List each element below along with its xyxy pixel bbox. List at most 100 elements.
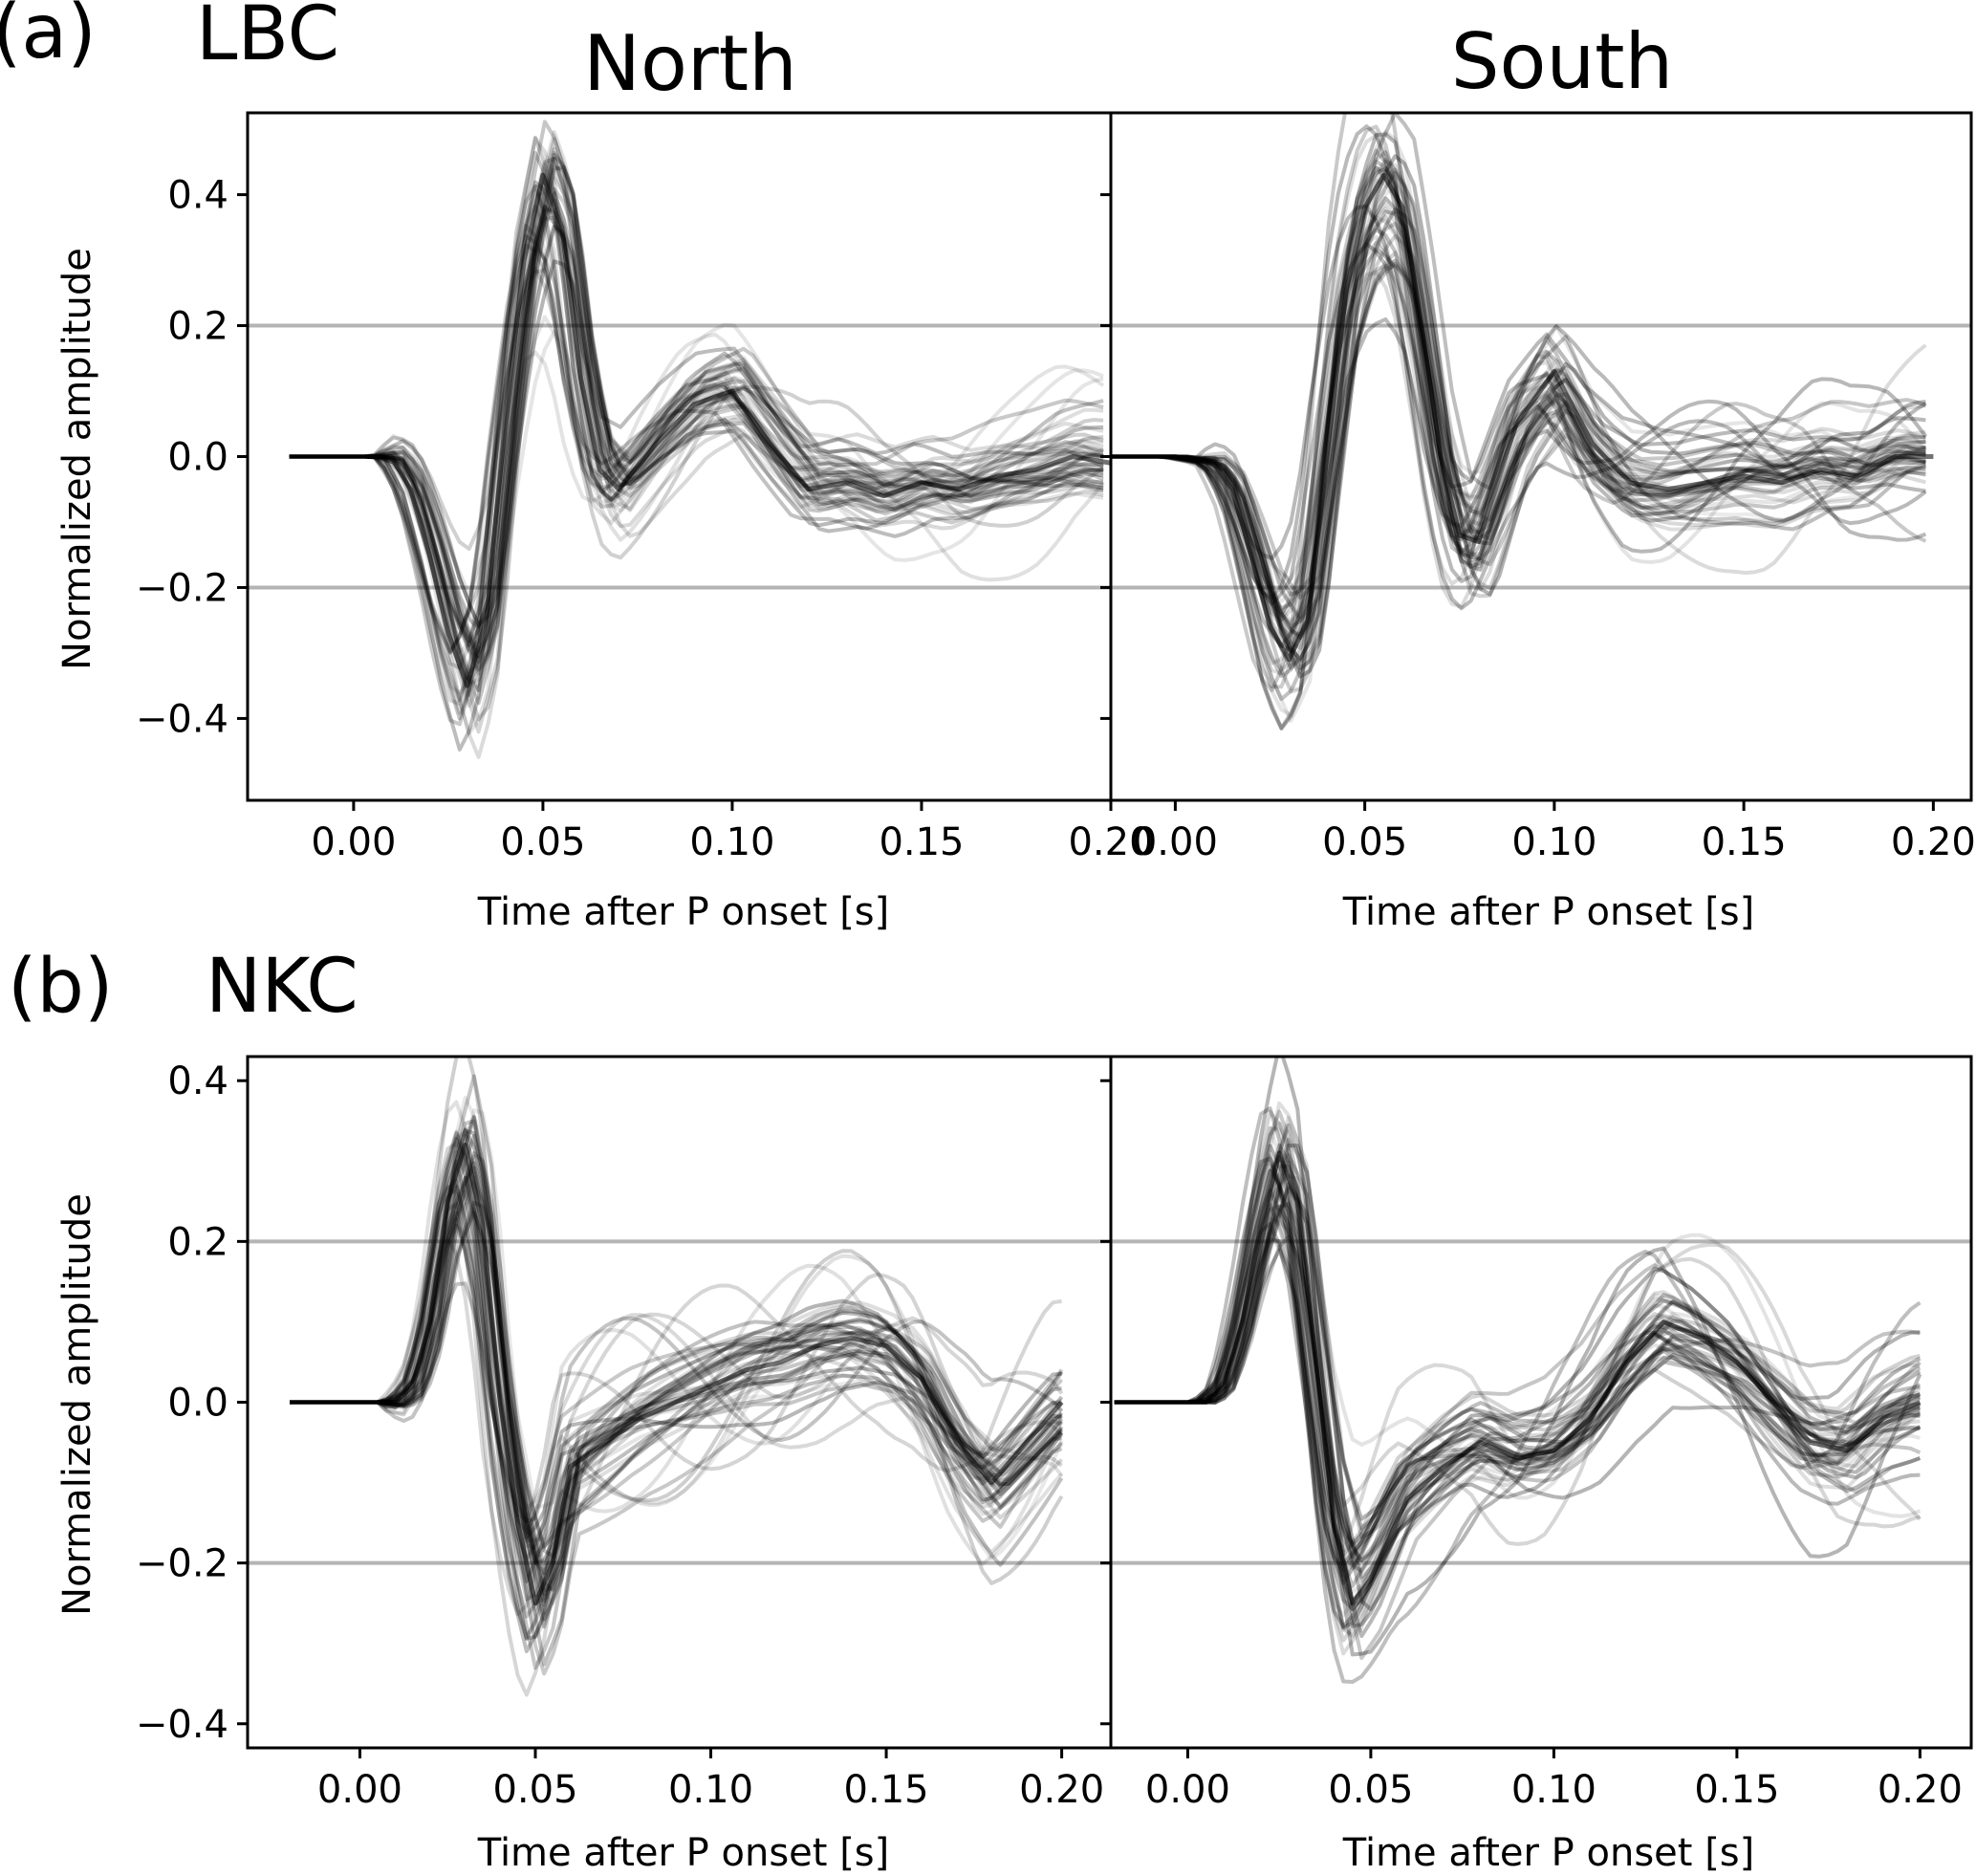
x-tick-label: 0.05 — [1328, 1768, 1413, 1812]
waveform-trace — [1111, 171, 1926, 620]
waveform-trace — [289, 205, 1104, 647]
waveform-trace — [1114, 1221, 1921, 1572]
station-label-lbc: LBC — [196, 0, 339, 77]
x-tick-label: 0.05 — [500, 820, 585, 864]
waveform-trace — [289, 243, 1104, 654]
waveform-trace — [289, 234, 1104, 655]
waveform-trace — [289, 215, 1104, 652]
panel-lbc-south: 0.00 0.05 0.10 0.15 0.20 — [1100, 111, 1976, 864]
waveform-trace — [290, 1157, 1064, 1566]
waveform-trace — [1111, 207, 1926, 581]
ylabel-top: Normalized amplitude — [55, 248, 99, 670]
waveform-trace — [1114, 1163, 1922, 1553]
waveform-trace — [289, 267, 1104, 670]
waveform-trace — [1111, 196, 1926, 670]
waveform-trace — [289, 157, 1104, 734]
waveform-trace — [290, 1095, 1064, 1561]
waveform-trace — [1111, 263, 1926, 625]
waveform-trace — [1111, 202, 1927, 644]
waveform-trace — [1114, 1173, 1922, 1518]
station-label-nkc: NKC — [206, 944, 358, 1030]
waveform-trace — [1111, 124, 1927, 600]
waveform-trace — [289, 186, 1104, 664]
x-tick-label: 0.15 — [879, 820, 964, 864]
waveform-trace — [289, 137, 1104, 659]
waveform-trace — [1111, 148, 1926, 731]
column-title-north: North — [583, 19, 797, 108]
waveform-trace — [289, 259, 1104, 627]
waveform-trace — [290, 1159, 1062, 1583]
x-tick-label: 0.20 — [1878, 1768, 1963, 1812]
waveform-trace — [1114, 1208, 1922, 1588]
waveform-trace — [1114, 1109, 1922, 1605]
x-tick-label: 0.00 — [311, 820, 396, 864]
waveform-trace — [290, 1181, 1063, 1593]
ylabel-bottom: Normalized amplitude — [55, 1193, 99, 1616]
panel-letter-b: (b) — [8, 944, 113, 1030]
x-tick-label: 0.20 — [1019, 1768, 1104, 1812]
waveform-trace — [1111, 221, 1926, 661]
waveform-trace — [1111, 170, 1926, 665]
waveform-trace — [1114, 1144, 1921, 1566]
waveform-trace — [289, 136, 1104, 702]
waveform-trace — [290, 1202, 1063, 1535]
waveform-trace — [1111, 258, 1926, 641]
y-tick-label: 0.4 — [167, 1059, 228, 1103]
y-tick-label: 0.0 — [167, 1382, 228, 1426]
waveform-trace — [290, 1149, 1063, 1602]
waveform-trace — [1111, 251, 1926, 674]
waveform-trace — [1114, 1182, 1922, 1531]
waveform-trace — [289, 136, 1104, 715]
x-tick-label: 0.20 — [1068, 820, 1153, 864]
waveform-trace — [1114, 1161, 1921, 1618]
y-tick-label: 0.4 — [167, 174, 228, 218]
waveform-trace — [1114, 1168, 1921, 1630]
panel-nkc-north: 0.00 0.05 0.10 0.15 0.20 −0.4 −0.2 0.0 0.2 0.4 — [136, 1055, 1113, 1812]
y-tick-label: −0.4 — [136, 697, 228, 741]
waveform-trace — [290, 1151, 1064, 1592]
waveform-trace — [290, 1129, 1064, 1566]
x-tick-label: 0.15 — [1694, 1768, 1779, 1812]
waveform-trace — [289, 162, 1105, 598]
x-tick-label: 0.10 — [1511, 1768, 1596, 1812]
waveform-trace — [289, 315, 1104, 684]
y-tick-label: 0.0 — [167, 436, 228, 480]
waveform-trace — [1114, 1202, 1921, 1563]
x-tick-label: 0.10 — [689, 820, 774, 864]
waveform-trace — [290, 1202, 1064, 1612]
waveform-trace — [1114, 1203, 1922, 1585]
waveform-trace — [290, 1057, 1064, 1585]
plot-area — [248, 120, 1111, 759]
waveform-trace — [290, 1134, 1064, 1622]
x-tick-label: 0.05 — [492, 1768, 577, 1812]
waveform-trace — [1111, 124, 1926, 689]
waveform-trace — [289, 156, 1104, 675]
waveform-series-line — [289, 172, 1111, 688]
y-tick-label: −0.2 — [136, 566, 228, 610]
waveform-trace — [1111, 261, 1927, 600]
waveform-series-line — [290, 1143, 1064, 1606]
x-tick-label: 0.10 — [668, 1768, 753, 1812]
waveform-trace — [289, 222, 1104, 636]
y-tick-label: −0.2 — [136, 1542, 228, 1586]
waveform-trace — [289, 120, 1104, 697]
waveform-trace — [289, 332, 1105, 695]
waveform-trace — [289, 152, 1104, 628]
x-tick-label: 0.05 — [1322, 820, 1407, 864]
xlabel-nkc-north: Time after P onset [s] — [477, 1831, 890, 1875]
xlabel-lbc-north: Time after P onset [s] — [477, 890, 890, 934]
waveform-trace — [290, 1178, 1063, 1640]
waveform-trace — [1114, 1144, 1922, 1612]
waveform-trace — [289, 180, 1104, 752]
waveform-trace — [289, 156, 1104, 706]
column-title-south: South — [1451, 17, 1674, 106]
waveform-trace — [1114, 1115, 1922, 1583]
waveform-trace — [290, 1114, 1064, 1629]
waveform-trace — [1111, 133, 1926, 676]
waveform-trace — [1111, 154, 1926, 679]
waveform-trace — [289, 204, 1104, 707]
waveform-series-line — [1111, 172, 1934, 663]
x-tick-label: 0.00 — [317, 1768, 402, 1812]
waveform-trace — [1111, 316, 1927, 597]
panel-letter-a: (a) — [0, 0, 97, 76]
